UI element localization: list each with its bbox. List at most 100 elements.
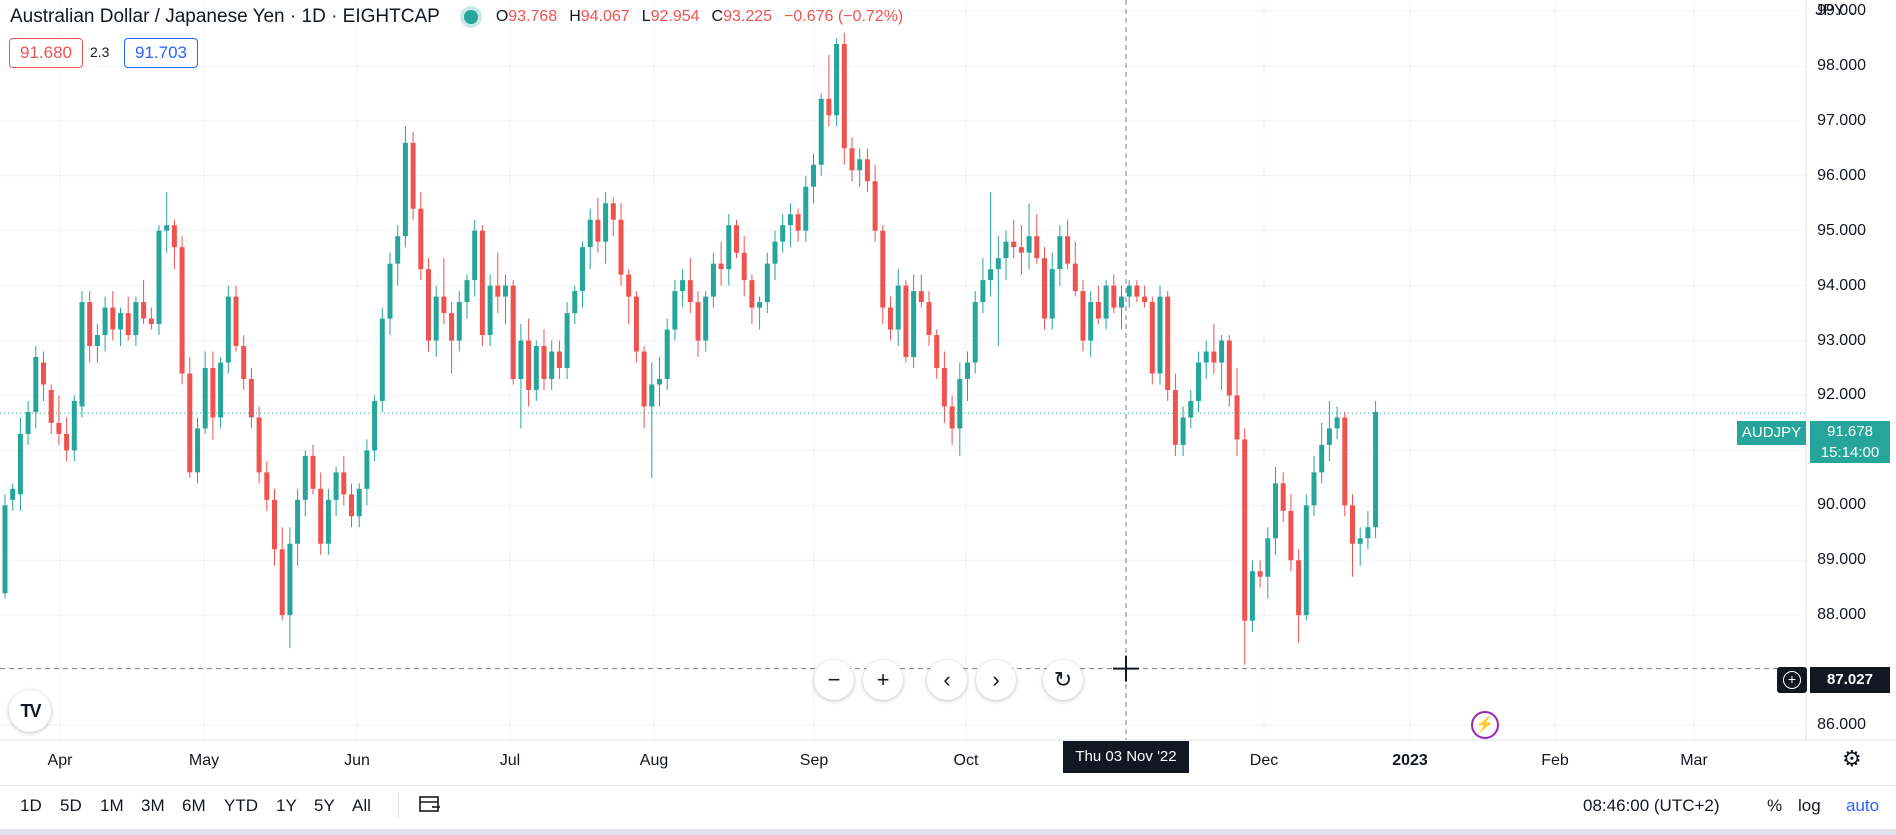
candle-up[interactable] bbox=[1088, 291, 1094, 358]
range-1m[interactable]: 1M bbox=[100, 796, 124, 815]
candle-down[interactable] bbox=[1165, 291, 1171, 401]
candle-up[interactable] bbox=[972, 291, 978, 374]
candle-down[interactable] bbox=[1134, 280, 1140, 303]
candle-up[interactable] bbox=[1303, 494, 1309, 621]
candle-up[interactable] bbox=[464, 274, 470, 319]
candle-down[interactable] bbox=[171, 219, 177, 270]
candle-up[interactable] bbox=[1126, 280, 1132, 308]
candle-up[interactable] bbox=[118, 307, 123, 347]
candle-down[interactable] bbox=[880, 225, 886, 325]
gear-icon[interactable]: ⚙ bbox=[1842, 746, 1862, 771]
timezone-clock[interactable]: 08:46:00 (UTC+2) bbox=[1583, 796, 1720, 815]
candle-up[interactable] bbox=[1049, 252, 1055, 330]
candle-up[interactable] bbox=[1357, 527, 1363, 566]
candle-up[interactable] bbox=[1365, 510, 1371, 550]
candle-down[interactable] bbox=[695, 291, 701, 358]
candle-down[interactable] bbox=[903, 280, 909, 363]
candle-down[interactable] bbox=[864, 148, 870, 193]
candle-up[interactable] bbox=[787, 203, 793, 248]
candle-up[interactable] bbox=[1319, 422, 1325, 484]
candle-down[interactable] bbox=[125, 296, 131, 341]
candle-up[interactable] bbox=[780, 214, 786, 253]
candle-up[interactable] bbox=[703, 291, 709, 352]
candle-down[interactable] bbox=[441, 258, 447, 325]
candle-up[interactable] bbox=[1219, 335, 1225, 390]
zoom-in-button[interactable]: + bbox=[863, 660, 903, 700]
candle-down[interactable] bbox=[849, 137, 855, 182]
candle-up[interactable] bbox=[1157, 285, 1163, 385]
candle-up[interactable] bbox=[25, 400, 31, 445]
candle-up[interactable] bbox=[664, 318, 670, 390]
candle-down[interactable] bbox=[1288, 494, 1294, 572]
candle-up[interactable] bbox=[764, 252, 770, 314]
candle-up[interactable] bbox=[980, 258, 986, 314]
candle-down[interactable] bbox=[248, 368, 254, 429]
candle-down[interactable] bbox=[1111, 274, 1117, 314]
candle-down[interactable] bbox=[510, 280, 516, 385]
candle-down[interactable] bbox=[795, 208, 801, 242]
candle-up[interactable] bbox=[372, 395, 378, 462]
candle-down[interactable] bbox=[610, 197, 616, 237]
candle-down[interactable] bbox=[187, 357, 193, 478]
candle-up[interactable] bbox=[580, 241, 585, 308]
candle-down[interactable] bbox=[1257, 560, 1263, 588]
candle-up[interactable] bbox=[1119, 285, 1124, 330]
candle-up[interactable] bbox=[472, 219, 478, 297]
candle-down[interactable] bbox=[626, 269, 632, 325]
candle-up[interactable] bbox=[1203, 340, 1209, 379]
candle-up[interactable] bbox=[564, 302, 570, 379]
candle-down[interactable] bbox=[918, 274, 924, 308]
candle-down[interactable] bbox=[426, 258, 431, 352]
candle-up[interactable] bbox=[726, 214, 732, 286]
candle-up[interactable] bbox=[333, 466, 339, 517]
candle-down[interactable] bbox=[926, 291, 932, 347]
candle-up[interactable] bbox=[1180, 406, 1186, 456]
candle-down[interactable] bbox=[1142, 285, 1148, 308]
candle-down[interactable] bbox=[556, 340, 562, 379]
add-alert-icon[interactable]: + bbox=[1777, 667, 1807, 693]
candle-down[interactable] bbox=[1042, 247, 1047, 330]
candle-down[interactable] bbox=[272, 488, 277, 566]
candle-up[interactable] bbox=[356, 483, 362, 528]
candle-down[interactable] bbox=[826, 54, 832, 127]
candle-down[interactable] bbox=[888, 296, 893, 341]
candle-up[interactable] bbox=[657, 357, 662, 407]
candle-up[interactable] bbox=[17, 417, 23, 511]
candle-down[interactable] bbox=[1065, 219, 1071, 270]
candle-down[interactable] bbox=[87, 291, 93, 363]
candle-down[interactable] bbox=[310, 444, 316, 495]
candle-down[interactable] bbox=[718, 241, 724, 286]
candle-down[interactable] bbox=[48, 384, 54, 434]
range-3m[interactable]: 3M bbox=[141, 796, 165, 815]
candle-up[interactable] bbox=[895, 269, 901, 347]
candle-up[interactable] bbox=[603, 192, 609, 264]
candle-up[interactable] bbox=[133, 296, 139, 347]
candle-up[interactable] bbox=[195, 417, 200, 484]
candle-up[interactable] bbox=[957, 362, 963, 456]
candle-up[interactable] bbox=[156, 225, 162, 336]
candle-down[interactable] bbox=[687, 258, 693, 314]
candle-up[interactable] bbox=[1273, 466, 1278, 555]
candle-up[interactable] bbox=[965, 351, 970, 401]
candle-up[interactable] bbox=[834, 38, 840, 127]
candle-up[interactable] bbox=[818, 93, 824, 176]
candle-down[interactable] bbox=[1011, 219, 1017, 259]
date-range-icon[interactable] bbox=[418, 794, 442, 814]
candle-up[interactable] bbox=[1265, 527, 1271, 599]
candle-down[interactable] bbox=[1296, 549, 1302, 643]
candle-up[interactable] bbox=[857, 148, 863, 187]
candle-down[interactable] bbox=[241, 335, 247, 390]
candle-down[interactable] bbox=[1072, 241, 1078, 297]
candle-up[interactable] bbox=[757, 296, 763, 330]
candle-down[interactable] bbox=[741, 236, 747, 297]
candle-up[interactable] bbox=[1103, 280, 1109, 330]
candle-up[interactable] bbox=[518, 324, 524, 429]
candle-up[interactable] bbox=[1249, 560, 1255, 632]
candle-up[interactable] bbox=[1326, 400, 1332, 462]
candle-down[interactable] bbox=[341, 455, 347, 506]
range-5d[interactable]: 5D bbox=[60, 796, 82, 815]
candle-up[interactable] bbox=[218, 357, 224, 429]
candle-up[interactable] bbox=[295, 488, 301, 566]
candle-down[interactable] bbox=[1211, 324, 1217, 374]
candle-up[interactable] bbox=[533, 340, 539, 401]
